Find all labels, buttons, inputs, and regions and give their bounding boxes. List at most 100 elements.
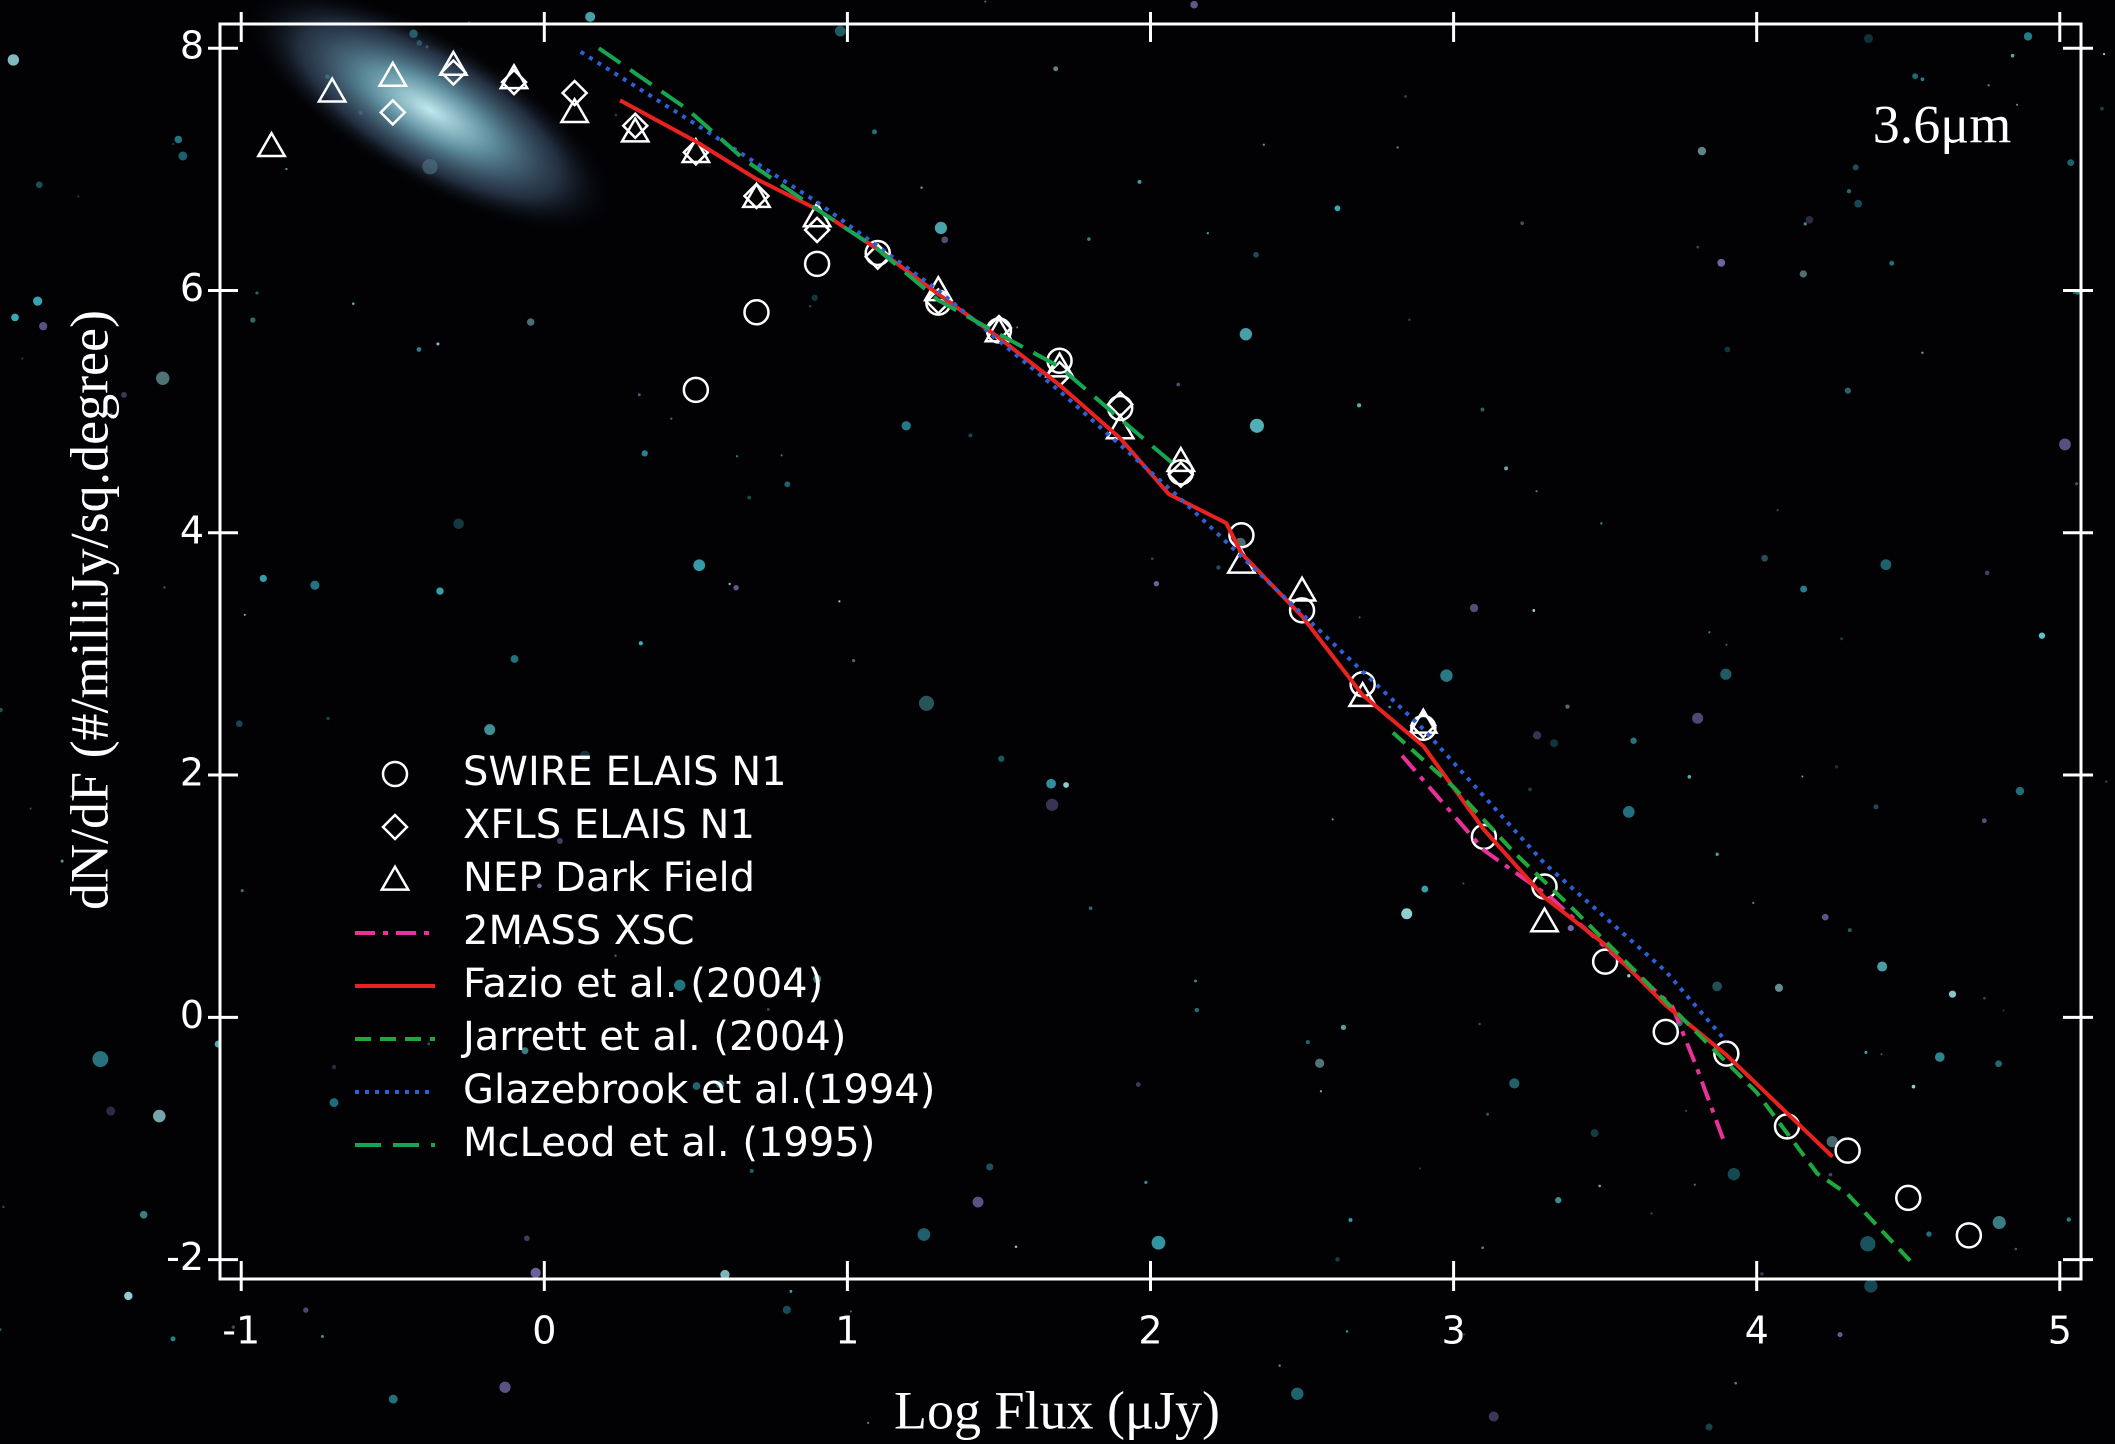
y-tick-label: 6 [180, 266, 204, 310]
star [935, 222, 947, 234]
star [867, 1422, 869, 1424]
star [1800, 270, 1807, 277]
star [1528, 788, 1532, 792]
star [1804, 222, 1807, 225]
star [1335, 205, 1341, 211]
star [332, 1065, 336, 1069]
star [124, 1292, 132, 1300]
star [175, 136, 183, 144]
star [1627, 974, 1630, 977]
star [2016, 104, 2018, 106]
star [1486, 1113, 1489, 1116]
star [1388, 706, 1391, 709]
star [1864, 1279, 1877, 1292]
star [1489, 1411, 1499, 1421]
star [1725, 644, 1727, 646]
x-tick-label: 1 [835, 1309, 859, 1353]
y-tick-label: 8 [180, 24, 204, 68]
star [835, 26, 846, 37]
star [1176, 383, 1180, 387]
star [1470, 604, 1478, 612]
star [1728, 1168, 1740, 1180]
star [2016, 787, 2024, 795]
legend-label: SWIRE ELAIS N1 [463, 749, 787, 795]
star [747, 496, 751, 500]
x-tick-label: 3 [1442, 1309, 1466, 1353]
star [1016, 326, 1018, 328]
y-tick-label: -2 [166, 1235, 204, 1279]
star [1822, 914, 1829, 921]
star [1315, 1059, 1324, 1068]
star [1291, 1388, 1303, 1400]
star [11, 314, 19, 322]
star [693, 559, 705, 571]
star [1734, 1382, 1737, 1385]
star [1987, 84, 1990, 87]
star [984, 0, 986, 2]
star [163, 586, 165, 588]
star [1419, 1168, 1421, 1170]
x-tick-label: -1 [222, 1309, 260, 1353]
star [1717, 259, 1725, 267]
star [499, 1382, 510, 1393]
star [140, 1211, 148, 1219]
star [171, 1336, 176, 1341]
star [1777, 509, 1779, 511]
star [736, 455, 738, 457]
star [1993, 1216, 2006, 1229]
star [767, 1008, 770, 1011]
star [1829, 1173, 1833, 1177]
star [1550, 739, 1558, 747]
star [1715, 853, 1718, 856]
star [733, 585, 738, 590]
star [968, 433, 972, 437]
star [33, 296, 42, 305]
star [1346, 1330, 1348, 1332]
star [531, 1268, 541, 1278]
star [255, 291, 258, 294]
star [852, 659, 855, 662]
legend-label: Glazebrook et al.(1994) [463, 1067, 935, 1113]
star [1194, 980, 1197, 983]
star [1216, 565, 1220, 569]
star [1555, 1197, 1561, 1203]
star [728, 583, 730, 585]
star [352, 302, 355, 305]
star [639, 641, 643, 645]
legend-label: McLeod et al. (1995) [463, 1120, 875, 1166]
star [1889, 261, 1894, 266]
star [1306, 1040, 1310, 1044]
star [330, 1098, 339, 1107]
star [1995, 1060, 2002, 1067]
y-axis-title: dN/dF (#/milliJy/sq.degree) [59, 310, 119, 910]
star [1535, 490, 1537, 492]
star [511, 655, 519, 663]
star [1760, 1272, 1763, 1275]
x-tick-label: 4 [1745, 1309, 1769, 1353]
star [1533, 731, 1541, 739]
star [1253, 252, 1259, 258]
star [1136, 1082, 1141, 1087]
y-tick-label: 4 [180, 508, 204, 552]
chart: 3.6μm Log Flux (μJy) dN/dF (#/milliJy/sq… [0, 0, 2115, 1444]
star [1688, 775, 1692, 779]
star [2011, 54, 2015, 58]
star [1694, 1184, 1696, 1186]
star [1720, 669, 1731, 680]
star [260, 575, 267, 582]
star [1921, 352, 1923, 354]
star [1982, 818, 1987, 823]
x-axis-title: Log Flux (μJy) [894, 1380, 1220, 1440]
star [1696, 246, 1699, 249]
star [918, 1228, 931, 1241]
star [642, 450, 648, 456]
star [1263, 144, 1265, 146]
star [453, 518, 464, 529]
star [2105, 780, 2108, 783]
star [303, 1307, 308, 1312]
star [1926, 1231, 1931, 1236]
annotation: 3.6μm [1873, 94, 2011, 154]
star [92, 1051, 108, 1067]
star [1408, 319, 1411, 322]
y-tick-label: 2 [180, 751, 204, 795]
